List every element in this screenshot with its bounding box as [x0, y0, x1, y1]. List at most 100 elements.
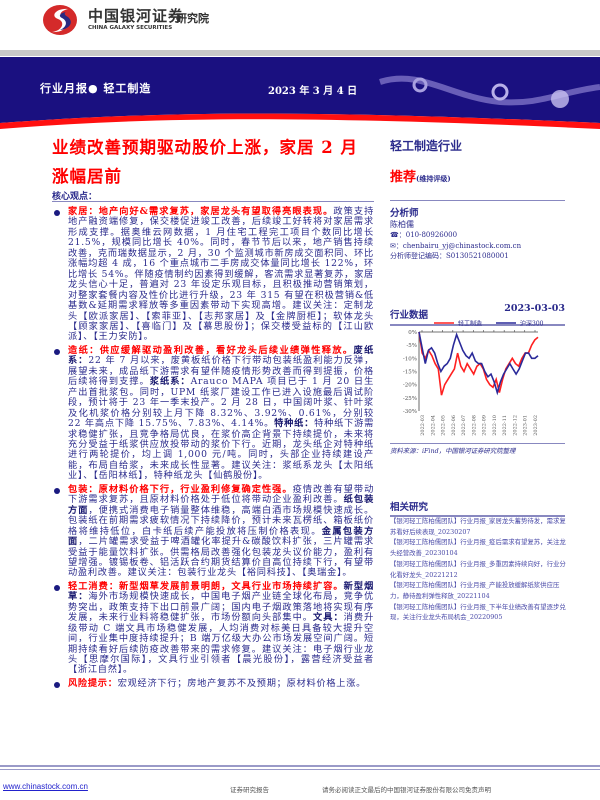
y-tick-label: -25% — [403, 396, 417, 402]
x-tick-label: 2022-07 — [461, 415, 467, 436]
report-date: 2023 年 3 月 4 日 — [268, 86, 358, 97]
x-tick-label: 2022-11 — [502, 415, 508, 436]
related-research-item[interactable]: 【银河轻工陈柏儒团队】行业月报_产能投放缓解纸浆供应压力，静待盈利弹性释放_20… — [390, 581, 560, 600]
bullet-icon — [54, 681, 60, 688]
analyst-registration: 分析师登记编码：S0130521080001 — [390, 252, 509, 261]
divider — [390, 443, 565, 444]
bullet-heading: 家居：地产向好&需求复苏，家居龙头有望取得亮眼表现。 — [68, 206, 334, 217]
brand-name-en: CHINA GALAXY SECURITIES — [88, 25, 173, 31]
bullet-text: ，二片罐需求受益于啤酒罐化率提升&碳酸饮料扩张，三片罐需求受益于能量饮料扩张。供… — [68, 536, 374, 579]
bullet-item: 包装：原材料价格下行，行业盈利修复确定性强。疫情改善有望带动下游需求复苏，且原材… — [52, 483, 375, 579]
bullet-subheading: 特种纸： — [274, 418, 315, 430]
x-tick-label: 2022-03 — [420, 415, 426, 436]
divider — [390, 324, 565, 326]
bullet-item: 轻工消费：新型烟草发展前景明朗，文具行业市场持续扩容。新型烟草：海外市场规模快速… — [52, 580, 375, 676]
report-type: 行业月报● 轻工制造 — [40, 82, 152, 95]
bullet-text: 海外市场规模快速成长，中国电子烟产业链全球化布局，竞争优势突出，政策支持下出口前… — [68, 591, 375, 624]
legend-label: 沪深300 — [520, 320, 544, 328]
related-research-header: 相关研究 — [390, 499, 570, 517]
industry-data-date: 2023-03-03 — [504, 303, 565, 314]
header-divider — [0, 50, 600, 56]
core-views-body: 家居：地产向好&需求复苏，家居龙头有望取得亮眼表现。政策支持地产融资端修复，保交… — [52, 206, 375, 692]
related-research-item[interactable]: 【银河轻工陈柏儒团队】行业月报_下半年业绩改善有望逐步兑现，关注行业龙头布局机会… — [390, 602, 566, 622]
y-tick-label: -5% — [406, 343, 417, 349]
footer-disclaimer: 请务必阅读正文最后的中国银河证券股份有限公司免责声明 — [322, 786, 491, 794]
email-icon: ✉： — [390, 241, 403, 250]
divider — [390, 515, 565, 517]
brand-name-cn: 中国银河证券 — [88, 7, 185, 25]
bullet-heading: 轻工消费：新型烟草发展前景明朗，文具行业市场持续扩容。 — [68, 580, 344, 592]
bullet-heading: 包装：原材料价格下行，行业盈利修复确定性强。 — [68, 483, 293, 495]
x-tick-label: 2022-05 — [441, 415, 447, 436]
bullet-item: 家居：地产向好&需求复苏，家居龙头有望取得亮眼表现。政策支持地产融资端修复，保交… — [52, 206, 375, 343]
x-tick-label: 2022-06 — [451, 415, 457, 436]
company-logo — [43, 5, 77, 35]
phone-icon: ☎： — [390, 231, 406, 240]
bullet-heading: 造纸：供应缓解驱动盈利改善，看好龙头后续业绩弹性释放。 — [68, 344, 354, 356]
x-tick-label: 2023-01 — [523, 415, 529, 436]
x-tick-label: 2022-10 — [492, 415, 498, 436]
bullet-item: 造纸：供应缓解驱动盈利改善，看好龙头后续业绩弹性释放。废纸系：22 年 7 月以… — [52, 344, 375, 482]
x-tick-label: 2022-12 — [512, 415, 518, 436]
bullet-icon — [54, 348, 60, 355]
industry-performance-chart: 轻工制造 沪深3000%-5%-10%-15%-20%-25%-30%2022-0… — [403, 320, 544, 436]
rating: 推荐(维持评级) — [390, 166, 451, 185]
bullet-text: ，便携式消费电子销量整体维稳，高端白酒市场规模快速成长。包装纸在前期需求疲软情况… — [68, 504, 375, 537]
x-tick-label: 2022-04 — [430, 415, 436, 436]
bullet-heading: 风险提示： — [68, 677, 118, 689]
related-research-item[interactable]: 【银河轻工陈柏儒团队】行业月报_家居龙头蓄势待发，需求复苏看好后续表现_2023… — [390, 517, 566, 536]
bullet-subheading: 废纸系： — [68, 344, 375, 367]
bullet-subheading: 浆纸系： — [149, 376, 191, 388]
y-tick-label: -10% — [403, 356, 417, 362]
report-title: 业绩改善预期驱动股价上涨，家居 2 月涨幅居前 — [52, 138, 358, 186]
header-banner — [0, 57, 600, 132]
bullet-icon — [54, 487, 60, 494]
x-tick-label: 2022-08 — [471, 415, 477, 436]
industry-data-label: 行业数据 — [390, 310, 429, 321]
series-line-light-industry — [418, 331, 539, 396]
related-research-item[interactable]: 【银河轻工陈柏儒团队】行业月报_多重因素持续向好，行业分化看好龙头_202212… — [390, 559, 566, 579]
rating-note: (维持评级) — [416, 174, 451, 183]
analyst-email[interactable]: ✉：chenbairu_yj@chinastock.com.cn — [390, 241, 570, 252]
x-tick-label: 2022-09 — [482, 415, 488, 436]
email-address[interactable]: chenbairu_yj@chinastock.com.cn — [402, 241, 522, 250]
analyst-block: 分析师 陈柏儒 ☎：010-80926000 ✉：chenbairu_yj@ch… — [390, 208, 570, 262]
website-link[interactable]: www.chinastock.com.cn — [3, 782, 88, 791]
bullet-item: 风险提示：宏观经济下行；房地产复苏不及预期；原材料价格上涨。 — [52, 677, 374, 689]
bullet-subheading: 金属包装方面 — [68, 525, 375, 548]
analyst-name: 陈柏儒 — [390, 219, 414, 229]
y-tick-label: -30% — [403, 409, 417, 415]
bullet-icon — [54, 210, 60, 216]
bullet-text: 特种纸下游需求稳健扩张，且竞争格局优良，在浆价高企背景下持续提价，未来将充分受益… — [68, 418, 375, 482]
series-line-csi300 — [418, 331, 539, 396]
footer-divider — [0, 765, 600, 770]
industry-name: 轻工制造行业 — [390, 139, 463, 153]
related-research-list: 【银河轻工陈柏儒团队】行业月报_家居龙头蓄势待发，需求复苏看好后续表现_2023… — [390, 516, 570, 623]
x-tick-label: 2023-02 — [533, 415, 539, 436]
y-tick-label: -15% — [403, 370, 417, 376]
bullet-text: 宏观经济下行；房地产复苏不及预期；原材料价格上涨。 — [117, 677, 367, 689]
analyst-label: 分析师 — [390, 208, 419, 219]
bullet-subheading: 新型烟草： — [68, 580, 375, 603]
legend-label: 轻工制造 — [458, 320, 482, 328]
bullet-icon — [54, 584, 60, 591]
institute-label: 研究院 — [176, 12, 209, 25]
y-tick-label: 0% — [408, 330, 417, 336]
bullet-subheading: 纸包装方面 — [68, 494, 375, 516]
y-tick-label: -20% — [403, 383, 417, 389]
bullet-text: 疫情改善有望带动下游需求复苏，且原材料价格处于低位将带动企业盈利改善。 — [68, 483, 375, 506]
bullet-text: 消费升级带动 C 端文具市场稳健发展，人均消费对标美日具备较大提升空间，行业集中… — [68, 612, 375, 676]
rating-value: 推荐 — [390, 170, 417, 185]
industry-data-header: 行业数据 2023-03-03 — [390, 303, 570, 326]
related-research-label: 相关研究 — [390, 502, 429, 513]
divider — [390, 200, 565, 201]
phone-number: 010-80926000 — [405, 231, 458, 240]
core-views-label: 核心观点： — [52, 192, 98, 202]
related-research-item[interactable]: 【银河轻工陈柏儒团队】行业月报_疫后需求有望复苏，关注龙头经营改善_202301… — [390, 538, 566, 558]
bullet-subheading: 文具： — [313, 612, 344, 624]
bullet-text: 政策支持地产融资端修复，保交楼促进竣工改善，后续竣工好转将对家居需求形成支撑。据… — [68, 206, 375, 343]
footer-report-label: 证券研究报告 — [230, 786, 269, 794]
chart-source: 资料来源：iFind，中国银河证券研究院整理 — [390, 447, 516, 455]
analyst-phone: ☎：010-80926000 — [390, 230, 570, 241]
bullet-text: 22 年 7 月以来，废黄板纸价格下行带动包装纸盈利能力反弹，展望未来，成品纸下… — [68, 355, 375, 388]
